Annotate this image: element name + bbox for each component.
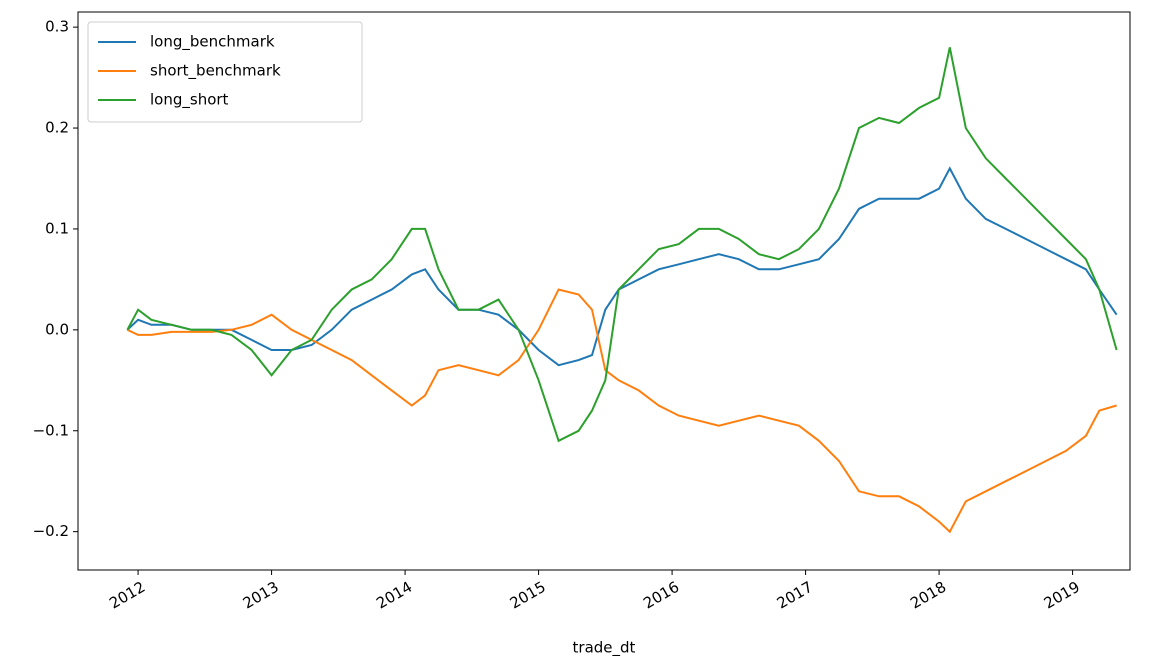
legend-label: short_benchmark — [150, 62, 281, 81]
legend-box — [87, 21, 363, 123]
line-series — [126, 166, 1118, 367]
plot-frame — [77, 11, 1131, 571]
x-tick-label: 2019 — [1041, 578, 1083, 613]
x-tick-label: 2013 — [240, 578, 282, 613]
y-tick-label: 0.1 — [45, 219, 69, 237]
y-tick-label: −0.2 — [33, 522, 69, 540]
x-tick-label: 2014 — [373, 578, 415, 613]
y-tick-label: 0.0 — [45, 320, 69, 338]
x-tick-label: 2012 — [106, 578, 148, 613]
x-tick-label: 2015 — [507, 578, 549, 613]
y-tick-label: −0.1 — [33, 421, 69, 439]
x-axis-label: trade_dt — [573, 639, 636, 658]
x-tick-label: 2017 — [774, 578, 816, 613]
y-tick-label: 0.2 — [45, 119, 69, 137]
legend-label: long_short — [150, 91, 229, 110]
line-series — [126, 47, 1118, 443]
y-tick-label: 0.3 — [45, 18, 69, 36]
line-series — [126, 288, 1117, 534]
legend-label: long_benchmark — [150, 33, 275, 52]
x-tick-label: 2016 — [640, 578, 682, 613]
x-tick-label: 2018 — [907, 578, 949, 613]
